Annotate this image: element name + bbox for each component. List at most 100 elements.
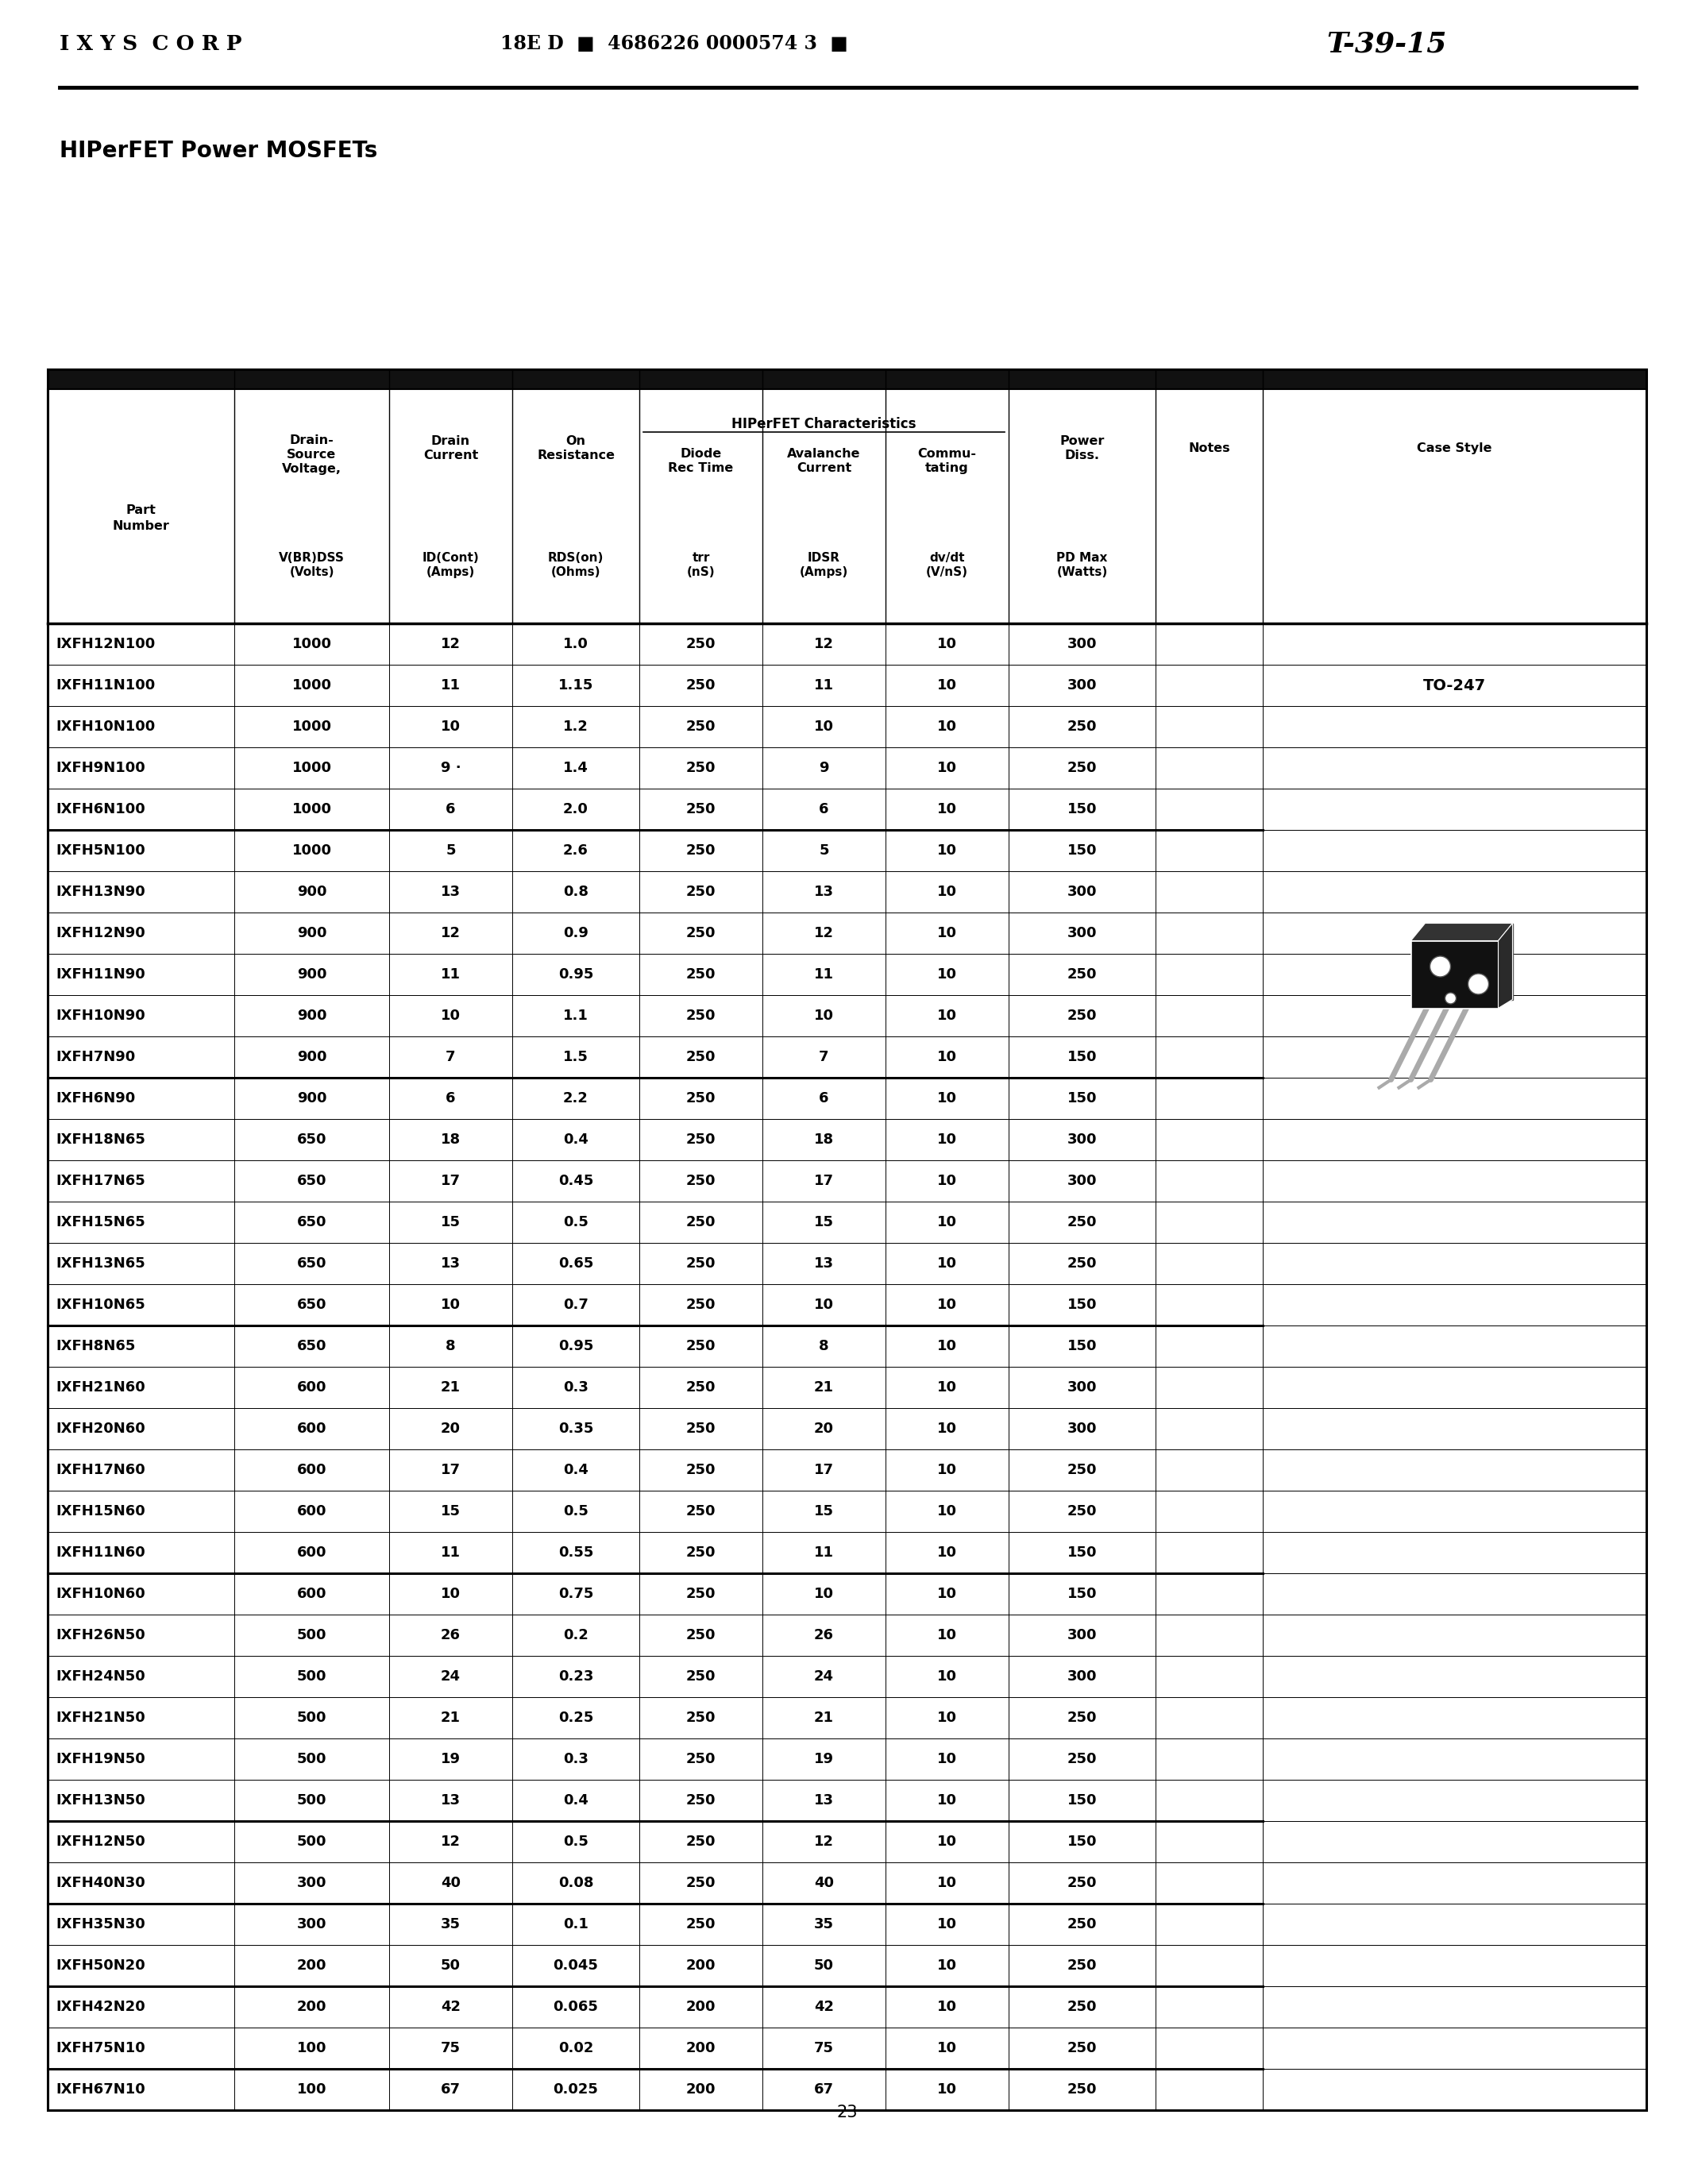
Text: 1.1: 1.1 <box>562 1009 588 1022</box>
Text: 42: 42 <box>440 2001 461 2014</box>
Text: 20: 20 <box>440 1422 461 1435</box>
Text: Part
Number: Part Number <box>112 505 169 533</box>
Text: 0.9: 0.9 <box>562 926 588 941</box>
Text: 10: 10 <box>937 1752 957 1767</box>
Text: 200: 200 <box>296 2001 327 2014</box>
Text: Case Style: Case Style <box>1416 443 1492 454</box>
Text: 1.2: 1.2 <box>562 719 588 734</box>
Text: HIPerFET Power MOSFETs: HIPerFET Power MOSFETs <box>59 140 378 162</box>
Text: 250: 250 <box>686 1793 717 1808</box>
Text: 250: 250 <box>1067 1214 1098 1230</box>
Text: 250: 250 <box>686 638 717 651</box>
Text: 0.025: 0.025 <box>554 2081 598 2097</box>
Bar <box>47 830 1647 871</box>
Text: 10: 10 <box>937 926 957 941</box>
Bar <box>47 747 1647 788</box>
Text: 8: 8 <box>446 1339 456 1354</box>
Bar <box>47 1655 1647 1697</box>
Text: 11: 11 <box>815 679 833 692</box>
Circle shape <box>1430 957 1450 976</box>
Text: 17: 17 <box>815 1173 833 1188</box>
Text: IXFH6N100: IXFH6N100 <box>56 802 146 817</box>
Text: 600: 600 <box>296 1505 327 1518</box>
Bar <box>47 1738 1647 1780</box>
Text: 10: 10 <box>937 1588 957 1601</box>
Text: 0.4: 0.4 <box>562 1133 588 1147</box>
Bar <box>47 1572 1647 1614</box>
Text: 0.065: 0.065 <box>554 2001 598 2014</box>
Text: 18E D  ■  4686226 0000574 3  ■: 18E D ■ 4686226 0000574 3 ■ <box>500 35 849 52</box>
Text: 250: 250 <box>686 1752 717 1767</box>
Text: 150: 150 <box>1067 1835 1098 1850</box>
Text: 250: 250 <box>686 1256 717 1271</box>
Text: IXFH11N90: IXFH11N90 <box>56 968 146 981</box>
Text: Drain
Current: Drain Current <box>424 435 478 461</box>
Bar <box>47 1946 1647 1985</box>
Bar <box>47 1037 1647 1077</box>
Text: 6: 6 <box>818 802 828 817</box>
Text: 250: 250 <box>686 760 717 775</box>
Text: 500: 500 <box>296 1627 327 1642</box>
Text: 10: 10 <box>937 1422 957 1435</box>
Text: 0.2: 0.2 <box>562 1627 588 1642</box>
Text: 10: 10 <box>440 1009 461 1022</box>
Text: 600: 600 <box>296 1380 327 1396</box>
Text: 650: 650 <box>296 1133 327 1147</box>
Bar <box>47 705 1647 747</box>
Text: 50: 50 <box>815 1959 833 1972</box>
Text: 0.5: 0.5 <box>562 1835 588 1850</box>
Text: 300: 300 <box>1067 1422 1098 1435</box>
Bar <box>47 2027 1647 2068</box>
Text: 10: 10 <box>937 1505 957 1518</box>
Text: 17: 17 <box>440 1173 461 1188</box>
Text: 300: 300 <box>1067 885 1098 900</box>
Text: 15: 15 <box>815 1214 833 1230</box>
Text: 10: 10 <box>937 638 957 651</box>
Text: IXFH15N60: IXFH15N60 <box>56 1505 146 1518</box>
Text: IXFH17N65: IXFH17N65 <box>56 1173 146 1188</box>
Text: 2.2: 2.2 <box>562 1092 588 1105</box>
Text: HIPerFET Characteristics: HIPerFET Characteristics <box>732 417 916 432</box>
Text: IXFH42N20: IXFH42N20 <box>56 2001 146 2014</box>
Text: 10: 10 <box>440 719 461 734</box>
Text: 250: 250 <box>686 1627 717 1642</box>
Text: IXFH12N50: IXFH12N50 <box>56 1835 146 1850</box>
Text: 250: 250 <box>686 1339 717 1354</box>
Text: 12: 12 <box>815 638 833 651</box>
Text: 1000: 1000 <box>291 719 332 734</box>
Text: IXFH10N90: IXFH10N90 <box>56 1009 146 1022</box>
Text: Notes: Notes <box>1187 443 1230 454</box>
Text: 250: 250 <box>686 1051 717 1064</box>
Bar <box>47 1614 1647 1655</box>
Text: 150: 150 <box>1067 1546 1098 1559</box>
Text: 24: 24 <box>815 1669 833 1684</box>
Text: Power
Diss.: Power Diss. <box>1060 435 1104 461</box>
Text: 10: 10 <box>937 1133 957 1147</box>
Text: 250: 250 <box>1067 1463 1098 1476</box>
Text: 500: 500 <box>296 1752 327 1767</box>
Text: T-39-15: T-39-15 <box>1326 31 1447 57</box>
Text: 150: 150 <box>1067 1588 1098 1601</box>
Text: 300: 300 <box>1067 1669 1098 1684</box>
Text: 0.95: 0.95 <box>557 1339 593 1354</box>
Text: 12: 12 <box>440 1835 461 1850</box>
Text: 100: 100 <box>296 2042 327 2055</box>
Text: 20: 20 <box>815 1422 833 1435</box>
Text: IXFH10N100: IXFH10N100 <box>56 719 156 734</box>
Text: 1000: 1000 <box>291 843 332 858</box>
Text: 13: 13 <box>440 1793 461 1808</box>
Text: 300: 300 <box>1067 679 1098 692</box>
Text: IXFH67N10: IXFH67N10 <box>56 2081 146 2097</box>
Text: 10: 10 <box>937 1546 957 1559</box>
Text: 0.02: 0.02 <box>557 2042 593 2055</box>
Text: 250: 250 <box>1067 968 1098 981</box>
Text: 67: 67 <box>815 2081 833 2097</box>
Text: 10: 10 <box>440 1297 461 1313</box>
Text: IXFH26N50: IXFH26N50 <box>56 1627 146 1642</box>
Bar <box>47 1201 1647 1243</box>
Text: 10: 10 <box>815 1588 833 1601</box>
Text: 10: 10 <box>815 1009 833 1022</box>
Text: 1000: 1000 <box>291 760 332 775</box>
Text: 150: 150 <box>1067 1092 1098 1105</box>
Polygon shape <box>1497 924 1513 1009</box>
